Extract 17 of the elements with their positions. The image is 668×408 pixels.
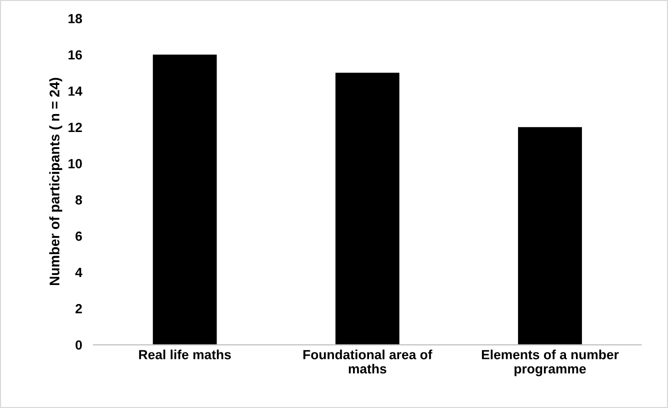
- bar: [152, 54, 217, 345]
- y-axis-title: Number of participants ( n = 24): [49, 78, 62, 285]
- y-tick-label: 2: [76, 304, 82, 314]
- bar: [335, 72, 400, 345]
- y-tick-label: 18: [68, 14, 82, 24]
- x-tick-label: Foundational area of maths: [303, 350, 432, 374]
- y-tick-label: 8: [75, 195, 82, 205]
- y-tick-label: 4: [75, 268, 82, 278]
- x-tick-label: Elements of a number programme: [482, 350, 619, 376]
- y-tick-label: 6: [76, 232, 82, 241]
- y-tick-label: 16: [68, 50, 82, 60]
- y-tick-label: 10: [68, 158, 82, 168]
- x-tick-label: Real life maths: [139, 350, 231, 360]
- bar: [518, 127, 582, 345]
- y-tick-label: 14: [68, 86, 82, 96]
- y-tick-label: 12: [68, 122, 82, 132]
- y-tick-label: 0: [76, 340, 82, 350]
